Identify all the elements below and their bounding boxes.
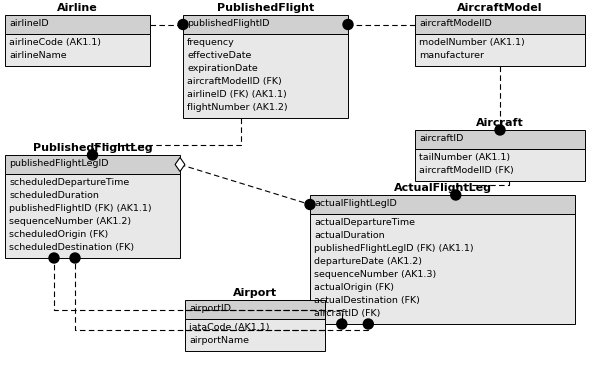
Bar	[185, 300, 325, 319]
Circle shape	[305, 199, 315, 210]
Text: airportName: airportName	[189, 336, 249, 345]
Bar	[415, 149, 585, 181]
Text: actualFlightLegID: actualFlightLegID	[314, 199, 397, 208]
Text: airlineID: airlineID	[9, 19, 49, 28]
Circle shape	[343, 20, 353, 29]
Text: aircraftID: aircraftID	[419, 134, 463, 143]
Text: actualOrigin (FK): actualOrigin (FK)	[314, 283, 394, 292]
Text: scheduledDestination (FK): scheduledDestination (FK)	[9, 243, 134, 252]
Text: publishedFlightLegID: publishedFlightLegID	[9, 159, 109, 168]
Text: aircraftID (FK): aircraftID (FK)	[314, 309, 380, 318]
Text: Airport: Airport	[233, 288, 277, 298]
Bar	[183, 15, 348, 34]
Text: tailNumber (AK1.1): tailNumber (AK1.1)	[419, 153, 510, 162]
Text: modelNumber (AK1.1): modelNumber (AK1.1)	[419, 38, 525, 47]
Bar	[415, 15, 585, 34]
Circle shape	[70, 253, 80, 263]
Text: effectiveDate: effectiveDate	[187, 51, 251, 60]
Text: iataCode (AK1.1): iataCode (AK1.1)	[189, 323, 269, 332]
Circle shape	[337, 319, 347, 329]
Circle shape	[495, 125, 505, 135]
Bar	[415, 34, 585, 66]
Text: scheduledOrigin (FK): scheduledOrigin (FK)	[9, 230, 108, 239]
Bar	[415, 130, 585, 149]
Bar	[5, 15, 150, 34]
Text: publishedFlightID (FK) (AK1.1): publishedFlightID (FK) (AK1.1)	[9, 204, 152, 213]
Bar	[183, 34, 348, 118]
Text: Aircraft: Aircraft	[476, 118, 524, 128]
Text: manufacturer: manufacturer	[419, 51, 484, 60]
Text: scheduledDepartureTime: scheduledDepartureTime	[9, 178, 129, 187]
Text: publishedFlightLegID (FK) (AK1.1): publishedFlightLegID (FK) (AK1.1)	[314, 244, 473, 253]
Text: ActualFlightLeg: ActualFlightLeg	[394, 183, 491, 193]
Text: airlineCode (AK1.1): airlineCode (AK1.1)	[9, 38, 101, 47]
Text: Airline: Airline	[57, 3, 98, 13]
Circle shape	[451, 190, 461, 200]
Text: frequency: frequency	[187, 38, 235, 47]
Text: PublishedFlight: PublishedFlight	[217, 3, 314, 13]
Circle shape	[49, 253, 59, 263]
Text: AircraftModel: AircraftModel	[457, 3, 543, 13]
Bar	[310, 195, 575, 214]
Text: airlineID (FK) (AK1.1): airlineID (FK) (AK1.1)	[187, 90, 287, 99]
Bar	[5, 155, 180, 174]
Circle shape	[178, 20, 188, 29]
Text: airportID: airportID	[189, 304, 231, 313]
Bar	[310, 214, 575, 324]
Bar	[185, 319, 325, 351]
Text: expirationDate: expirationDate	[187, 64, 258, 73]
Text: actualDuration: actualDuration	[314, 231, 385, 240]
Text: sequenceNumber (AK1.3): sequenceNumber (AK1.3)	[314, 270, 436, 279]
Text: departureDate (AK1.2): departureDate (AK1.2)	[314, 257, 422, 266]
Text: publishedFlightID: publishedFlightID	[187, 19, 269, 28]
Circle shape	[364, 319, 373, 329]
Text: scheduledDuration: scheduledDuration	[9, 191, 99, 200]
Bar	[5, 174, 180, 258]
Text: aircraftModelID: aircraftModelID	[419, 19, 492, 28]
Polygon shape	[175, 158, 185, 172]
Text: sequenceNumber (AK1.2): sequenceNumber (AK1.2)	[9, 217, 131, 226]
Text: aircraftModelID (FK): aircraftModelID (FK)	[187, 77, 282, 86]
Text: actualDestination (FK): actualDestination (FK)	[314, 296, 420, 305]
Text: PublishedFlightLeg: PublishedFlightLeg	[32, 143, 152, 153]
Text: actualDepartureTime: actualDepartureTime	[314, 218, 415, 227]
Circle shape	[88, 150, 97, 160]
Bar	[5, 34, 150, 66]
Text: airlineName: airlineName	[9, 51, 67, 60]
Text: flightNumber (AK1.2): flightNumber (AK1.2)	[187, 103, 287, 112]
Text: aircraftModelID (FK): aircraftModelID (FK)	[419, 166, 514, 175]
